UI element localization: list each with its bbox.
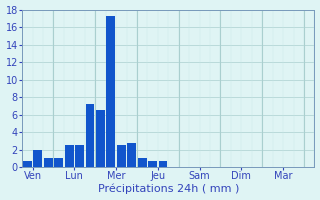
Bar (75, 145, 84, 167)
Bar (33, 150, 42, 167)
Bar (107, 16, 115, 167)
Bar (54, 158, 63, 167)
Bar (159, 161, 167, 167)
Bar (117, 145, 126, 167)
Bar (127, 143, 136, 167)
Bar (44, 158, 52, 167)
Bar (138, 158, 147, 167)
Bar (96, 110, 105, 167)
Bar (23, 161, 32, 167)
Bar (85, 104, 94, 167)
X-axis label: Précipitations 24h ( mm ): Précipitations 24h ( mm ) (98, 184, 239, 194)
Bar (148, 161, 157, 167)
Bar (65, 145, 74, 167)
